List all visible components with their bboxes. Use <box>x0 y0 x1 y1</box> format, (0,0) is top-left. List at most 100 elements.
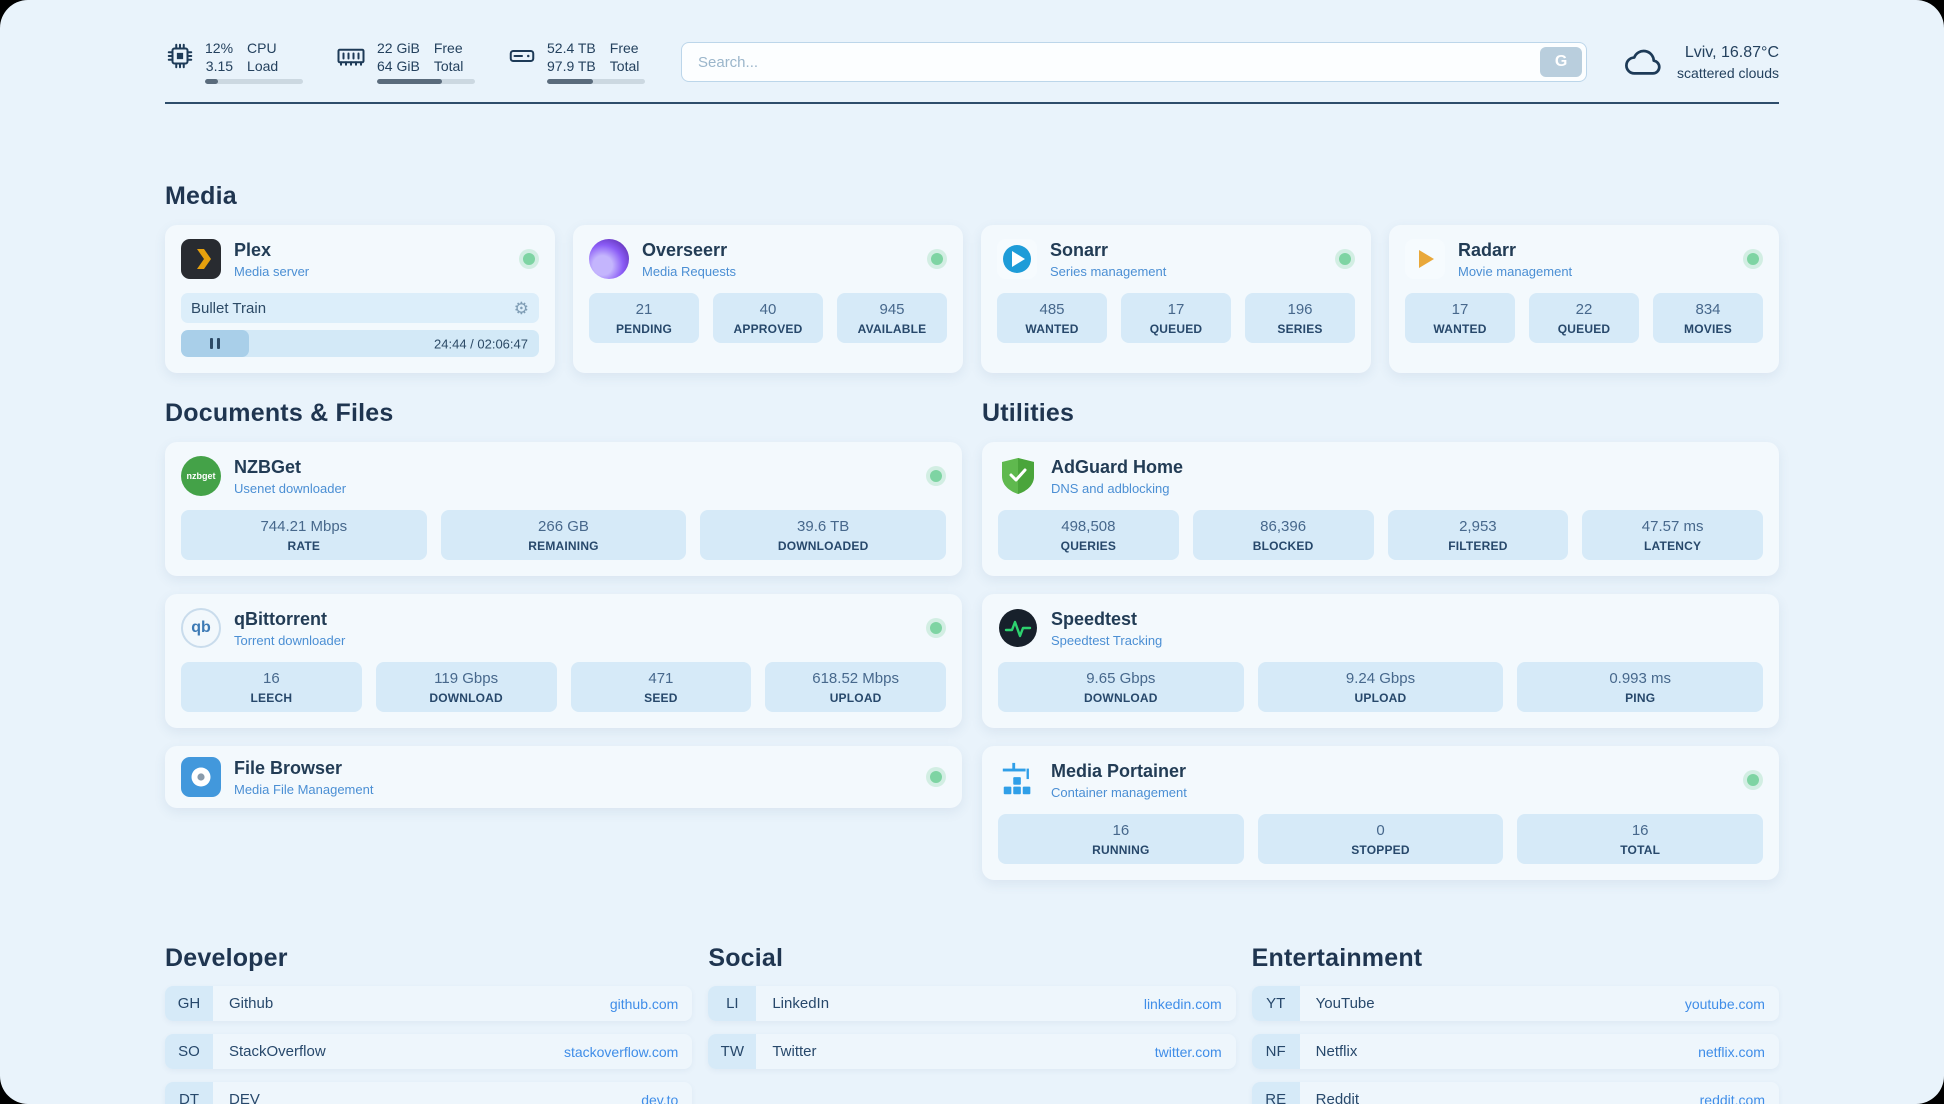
bookmark-name: DEV <box>229 1091 260 1104</box>
status-dot <box>931 253 943 266</box>
radarr-card[interactable]: Radarr Movie management 17 WANTED 22 QUE… <box>1389 225 1779 374</box>
service-subtitle: Media server <box>234 263 310 279</box>
utilities-section: Utilities AdGuard Home <box>982 399 1779 881</box>
bookmark-abbr: LI <box>708 986 757 1022</box>
memory-free-label: Free <box>433 40 463 56</box>
cpu-usage-label: CPU <box>247 40 277 56</box>
bookmark-abbr: TW <box>708 1034 757 1070</box>
bookmark-netflix[interactable]: NF Netflix netflix.com <box>1251 1034 1779 1070</box>
disk-progress-fill <box>547 79 594 85</box>
overseerr-card[interactable]: Overseerr Media Requests 21 PENDING 40 A… <box>573 225 963 374</box>
bookmark-linkedin[interactable]: LI LinkedIn linkedin.com <box>708 986 1236 1022</box>
entertainment-section: Entertainment YT YouTube youtube.com NF … <box>1251 944 1779 1104</box>
service-name: Overseerr <box>642 239 728 260</box>
stat-box: 471 SEED <box>570 662 752 713</box>
bookmark-link[interactable]: reddit.com <box>1699 1091 1765 1104</box>
bookmark-link[interactable]: netflix.com <box>1698 1043 1765 1060</box>
stat-value: 471 <box>648 670 674 688</box>
stat-label: QUERIES <box>1060 539 1117 554</box>
stat-value: 17 <box>1167 301 1185 319</box>
service-subtitle: Series management <box>1050 263 1167 279</box>
stat-value: 17 <box>1451 301 1469 319</box>
stat-label: FILTERED <box>1448 539 1508 554</box>
bookmark-link[interactable]: twitter.com <box>1154 1043 1222 1060</box>
bookmark-link[interactable]: dev.to <box>641 1091 679 1104</box>
media-section: Media Plex Media server <box>0 182 1944 374</box>
stat-box: 86,396 BLOCKED <box>1192 510 1374 561</box>
bookmark-youtube[interactable]: YT YouTube youtube.com <box>1251 986 1779 1022</box>
bookmark-name: Github <box>229 995 274 1013</box>
stat-box: 47.57 ms LATENCY <box>1582 510 1763 561</box>
weather-location: Lviv, 16.87°C <box>1684 43 1779 61</box>
search-provider-button[interactable]: G <box>1540 47 1583 78</box>
bookmark-stackoverflow[interactable]: SO StackOverflow stackoverflow.com <box>165 1034 693 1070</box>
stat-value: 47.57 ms <box>1641 518 1704 536</box>
adguard-card[interactable]: AdGuard Home DNS and adblocking 498,508 … <box>982 442 1779 577</box>
stat-label: STOPPED <box>1351 843 1410 858</box>
service-name: Media Portainer <box>1051 760 1187 781</box>
adguard-icon <box>998 456 1038 496</box>
memory-icon <box>335 41 367 71</box>
service-subtitle: Torrent downloader <box>234 632 346 648</box>
stat-box: 39.6 TB DOWNLOADED <box>700 510 946 561</box>
stat-label: SERIES <box>1277 322 1323 337</box>
memory-free-value: 22 GiB <box>377 40 420 56</box>
bookmark-link[interactable]: linkedin.com <box>1143 995 1222 1012</box>
stat-label: UPLOAD <box>829 691 882 706</box>
cpu-icon <box>165 41 195 71</box>
weather-widget[interactable]: Lviv, 16.87°C scattered clouds <box>1623 44 1779 81</box>
qbittorrent-card[interactable]: qb qBittorrent Torrent downloader 16 LEE… <box>165 594 962 729</box>
service-name: Plex <box>234 239 272 260</box>
service-name: qBittorrent <box>234 608 327 629</box>
stat-box: 834 MOVIES <box>1653 293 1763 344</box>
stat-box: 17 QUEUED <box>1121 293 1231 344</box>
stat-value: 945 <box>879 301 905 319</box>
sonarr-card[interactable]: Sonarr Series management 485 WANTED 17 Q… <box>981 225 1371 374</box>
stat-box: 9.24 Gbps UPLOAD <box>1257 662 1504 713</box>
bookmark-reddit[interactable]: RE Reddit reddit.com <box>1251 1082 1779 1104</box>
social-section-title: Social <box>708 944 784 973</box>
status-dot <box>930 470 942 483</box>
stat-box: 16 TOTAL <box>1517 814 1763 865</box>
service-subtitle: Speedtest Tracking <box>1051 632 1163 648</box>
plex-card[interactable]: Plex Media server Bullet Train ⚙ 24:44 /… <box>165 225 555 374</box>
gear-icon[interactable]: ⚙ <box>513 298 529 318</box>
documents-section: Documents & Files nzbget NZBGet Usenet d… <box>165 399 962 880</box>
stat-box: 21 PENDING <box>589 293 699 344</box>
disk-progress-bar <box>547 79 645 85</box>
nzbget-card[interactable]: nzbget NZBGet Usenet downloader 744.21 M… <box>165 442 962 577</box>
bookmark-name: Reddit <box>1315 1091 1360 1104</box>
bookmark-link[interactable]: stackoverflow.com <box>563 1043 679 1060</box>
filebrowser-card[interactable]: File Browser Media File Management <box>165 746 962 809</box>
stat-box: 0 STOPPED <box>1257 814 1504 865</box>
status-dot <box>930 622 942 635</box>
social-section: Social LI LinkedIn linkedin.com TW Twitt… <box>708 944 1236 1070</box>
bookmark-name: YouTube <box>1315 995 1375 1013</box>
stat-label: AVAILABLE <box>857 322 927 337</box>
cpu-widget: 12% 3.15 CPU Load <box>165 40 303 85</box>
status-dot <box>523 253 535 266</box>
stat-value: 0 <box>1376 822 1385 840</box>
stat-label: DOWNLOAD <box>429 691 503 706</box>
cpu-progress-fill <box>205 79 218 85</box>
service-subtitle: Container management <box>1051 784 1187 800</box>
bookmark-link[interactable]: github.com <box>609 995 679 1012</box>
bookmark-dev[interactable]: DT DEV dev.to <box>165 1082 693 1104</box>
stat-label: QUEUED <box>1557 322 1611 337</box>
bookmark-twitter[interactable]: TW Twitter twitter.com <box>708 1034 1236 1070</box>
bookmark-abbr: RE <box>1251 1082 1300 1104</box>
media-section-title: Media <box>165 182 237 211</box>
status-dot <box>1339 253 1351 266</box>
stat-value: 40 <box>759 301 777 319</box>
playback-progress-bar[interactable]: 24:44 / 02:06:47 <box>181 330 539 358</box>
portainer-card[interactable]: Media Portainer Container management 16 … <box>982 746 1779 881</box>
topbar-divider <box>165 102 1779 105</box>
stat-value: 834 <box>1695 301 1721 319</box>
status-dot <box>1747 253 1759 266</box>
stat-label: DOWNLOADED <box>777 539 869 554</box>
bookmark-github[interactable]: GH Github github.com <box>165 986 693 1022</box>
speedtest-card[interactable]: Speedtest Speedtest Tracking 9.65 Gbps D… <box>982 594 1779 729</box>
search-input[interactable] <box>681 42 1588 83</box>
now-playing-title: Bullet Train <box>191 299 267 317</box>
bookmark-link[interactable]: youtube.com <box>1684 995 1765 1012</box>
